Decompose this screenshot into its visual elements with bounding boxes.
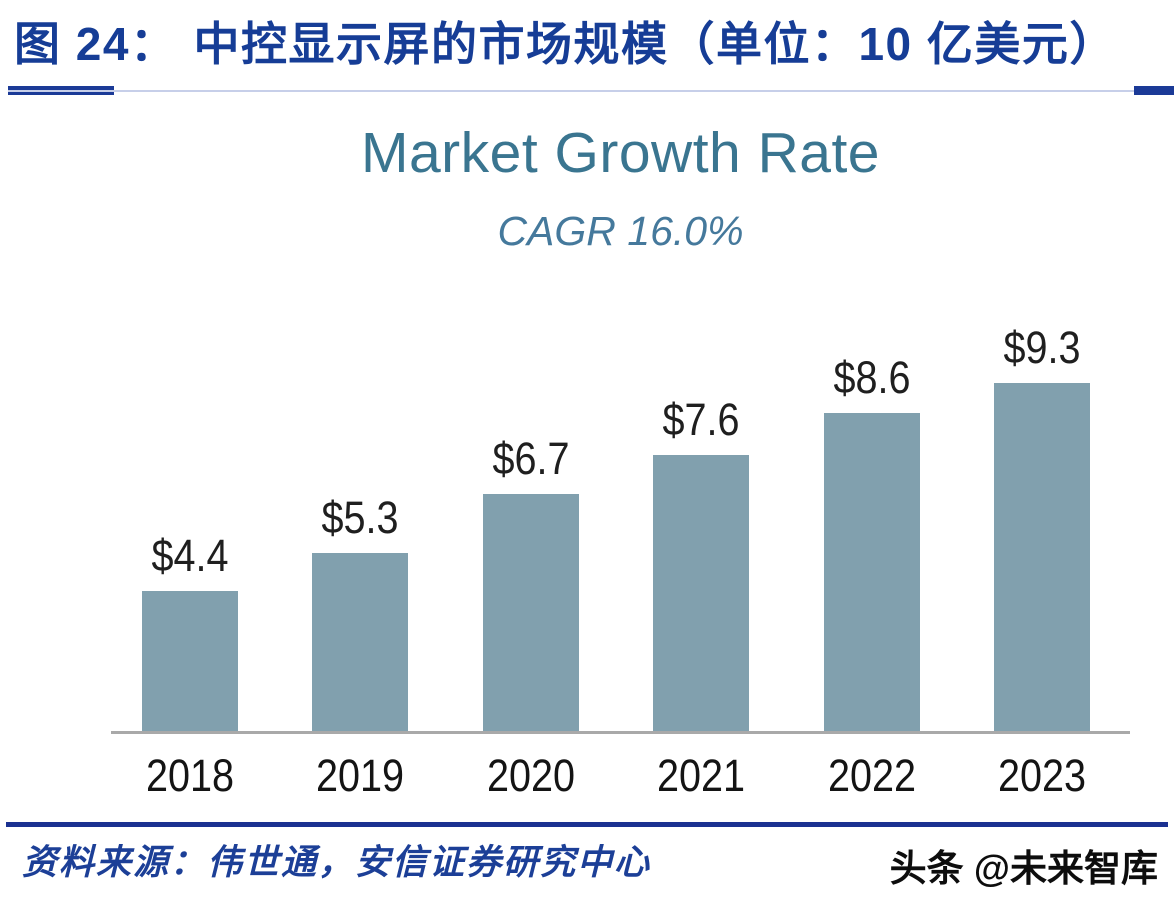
toutiao-watermark: 头条 @未来智库 — [889, 848, 1158, 889]
category-label-2018: 2018 — [145, 750, 235, 801]
chart-title: Market Growth Rate — [361, 121, 880, 185]
value-label-2018: $4.4 — [151, 530, 229, 581]
value-label-2021: $7.6 — [662, 394, 740, 445]
value-label-2023: $9.3 — [1003, 322, 1081, 373]
footer-rule — [6, 822, 1168, 827]
category-label-2022: 2022 — [827, 750, 917, 801]
bar-2020 — [483, 494, 579, 733]
category-label-2020: 2020 — [486, 750, 576, 801]
figure-number-label: 图 24： — [14, 18, 178, 70]
chart-subtitle: CAGR 16.0% — [497, 208, 744, 254]
category-label-2019: 2019 — [315, 750, 405, 801]
value-label-2022: $8.6 — [833, 352, 911, 403]
value-label-2020: $6.7 — [492, 433, 570, 484]
figure-header-title: 图 24： 中控显示屏的市场规模（单位：10 亿美元） — [14, 8, 1117, 74]
bar-2018 — [142, 591, 238, 733]
value-label-2019: $5.3 — [321, 492, 399, 543]
bar-2023 — [994, 383, 1090, 733]
figure-title-text: 中控显示屏的市场规模（单位：10 亿美元） — [193, 18, 1117, 70]
x-axis-baseline — [111, 731, 1130, 734]
bar-2019 — [312, 553, 408, 733]
bar-2021 — [653, 455, 749, 733]
bar-2022 — [824, 413, 920, 733]
source-note: 资料来源：伟世通，安信证券研究中心 — [22, 843, 652, 882]
header-separator-line — [8, 90, 1166, 92]
category-label-2021: 2021 — [656, 750, 746, 801]
header-separator-right-block — [1134, 86, 1174, 95]
category-label-2023: 2023 — [997, 750, 1087, 801]
